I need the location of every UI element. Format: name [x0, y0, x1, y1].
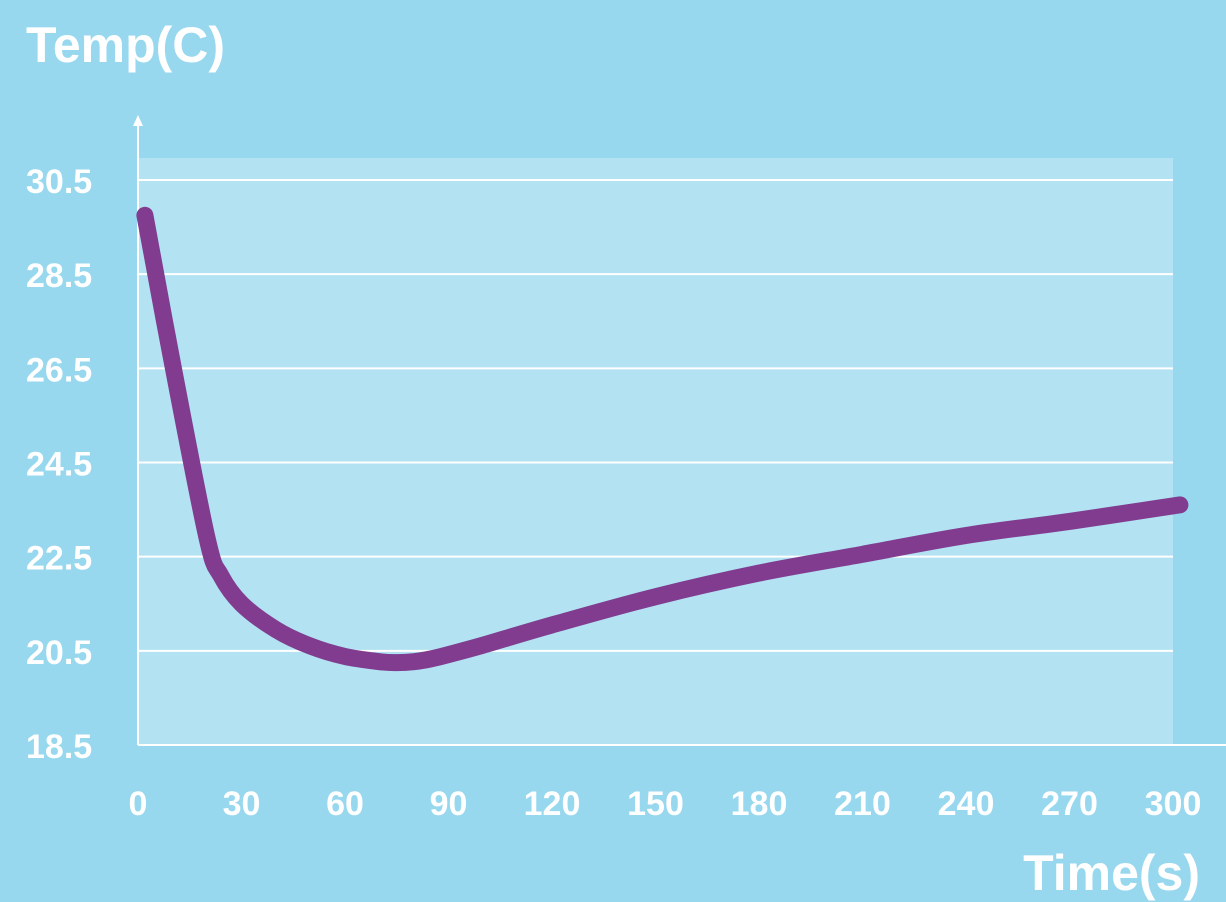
x-tick-label: 90: [430, 785, 468, 823]
x-tick-label: 180: [731, 785, 788, 823]
x-tick-label: 300: [1145, 785, 1202, 823]
y-tick-label: 30.5: [26, 163, 92, 201]
y-axis-title: Temp(C): [26, 17, 225, 73]
grid-lines: [138, 179, 1173, 652]
x-tick-label: 240: [938, 785, 995, 823]
y-tick-label: 20.5: [26, 634, 92, 672]
series-line-0: [136, 206, 1189, 672]
y-tick-label: 22.5: [26, 540, 92, 578]
x-tick-label: 60: [326, 785, 364, 823]
x-tick-label: 270: [1041, 785, 1098, 823]
x-tick-label: 210: [834, 785, 891, 823]
x-tick-labels: 0 30 60 90 120 150 180 210 240 270 300: [129, 785, 1202, 823]
y-tick-label: 24.5: [26, 446, 92, 484]
axes: [133, 115, 1226, 746]
y-tick-label: 28.5: [26, 257, 92, 295]
x-axis-title: Time(s): [1023, 845, 1200, 901]
y-tick-label: 26.5: [26, 351, 92, 389]
y-axis-arrow: [133, 115, 143, 126]
y-tick-labels: 18.5 20.5 22.5 24.5 26.5 28.5 30.5: [26, 163, 92, 766]
y-tick-label: 18.5: [26, 728, 92, 766]
series-layer: [136, 206, 1189, 672]
x-tick-label: 0: [129, 785, 148, 823]
x-tick-label: 120: [524, 785, 581, 823]
x-tick-label: 30: [223, 785, 261, 823]
plot-area: [138, 158, 1173, 745]
x-tick-label: 150: [627, 785, 684, 823]
